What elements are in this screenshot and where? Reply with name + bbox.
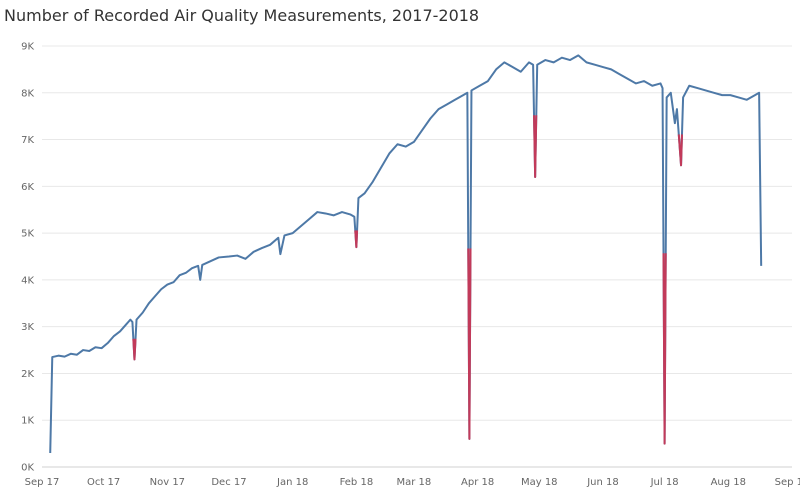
y-tick-label: 7K <box>21 135 34 146</box>
x-tick-label: Jan 18 <box>276 477 308 488</box>
x-tick-label: Jun 18 <box>586 477 619 488</box>
dip-highlight <box>533 115 538 178</box>
x-tick-label: Dec 17 <box>211 477 246 488</box>
y-tick-label: 1K <box>21 416 34 427</box>
x-tick-label: Feb 18 <box>340 477 374 488</box>
series-line <box>49 54 763 453</box>
y-tick-label: 6K <box>21 182 34 193</box>
dip-highlight <box>467 248 472 440</box>
x-tick-label: Nov 17 <box>150 477 185 488</box>
x-tick-label: Oct 17 <box>87 477 120 488</box>
x-tick-label: Aug 18 <box>711 477 746 488</box>
y-tick-label: 4K <box>21 275 34 286</box>
chart-title: Number of Recorded Air Quality Measureme… <box>4 6 480 25</box>
x-tick-label: Sep 18 <box>775 477 800 488</box>
y-tick-label: 9K <box>21 42 34 53</box>
x-tick-label: Jul 18 <box>650 477 679 488</box>
x-tick-label: Apr 18 <box>461 477 494 488</box>
x-tick-label: Sep 17 <box>25 477 60 488</box>
y-tick-label: 0K <box>21 463 34 474</box>
y-tick-label: 3K <box>21 322 34 333</box>
dip-highlight <box>132 338 137 361</box>
x-tick-label: Mar 18 <box>397 477 432 488</box>
y-tick-label: 2K <box>21 369 34 380</box>
x-tick-label: May 18 <box>521 477 558 488</box>
y-tick-label: 8K <box>21 88 34 99</box>
y-tick-label: 5K <box>21 229 34 240</box>
dip-highlight <box>677 134 683 167</box>
dip-highlight <box>354 230 359 249</box>
dip-highlight <box>662 253 667 445</box>
